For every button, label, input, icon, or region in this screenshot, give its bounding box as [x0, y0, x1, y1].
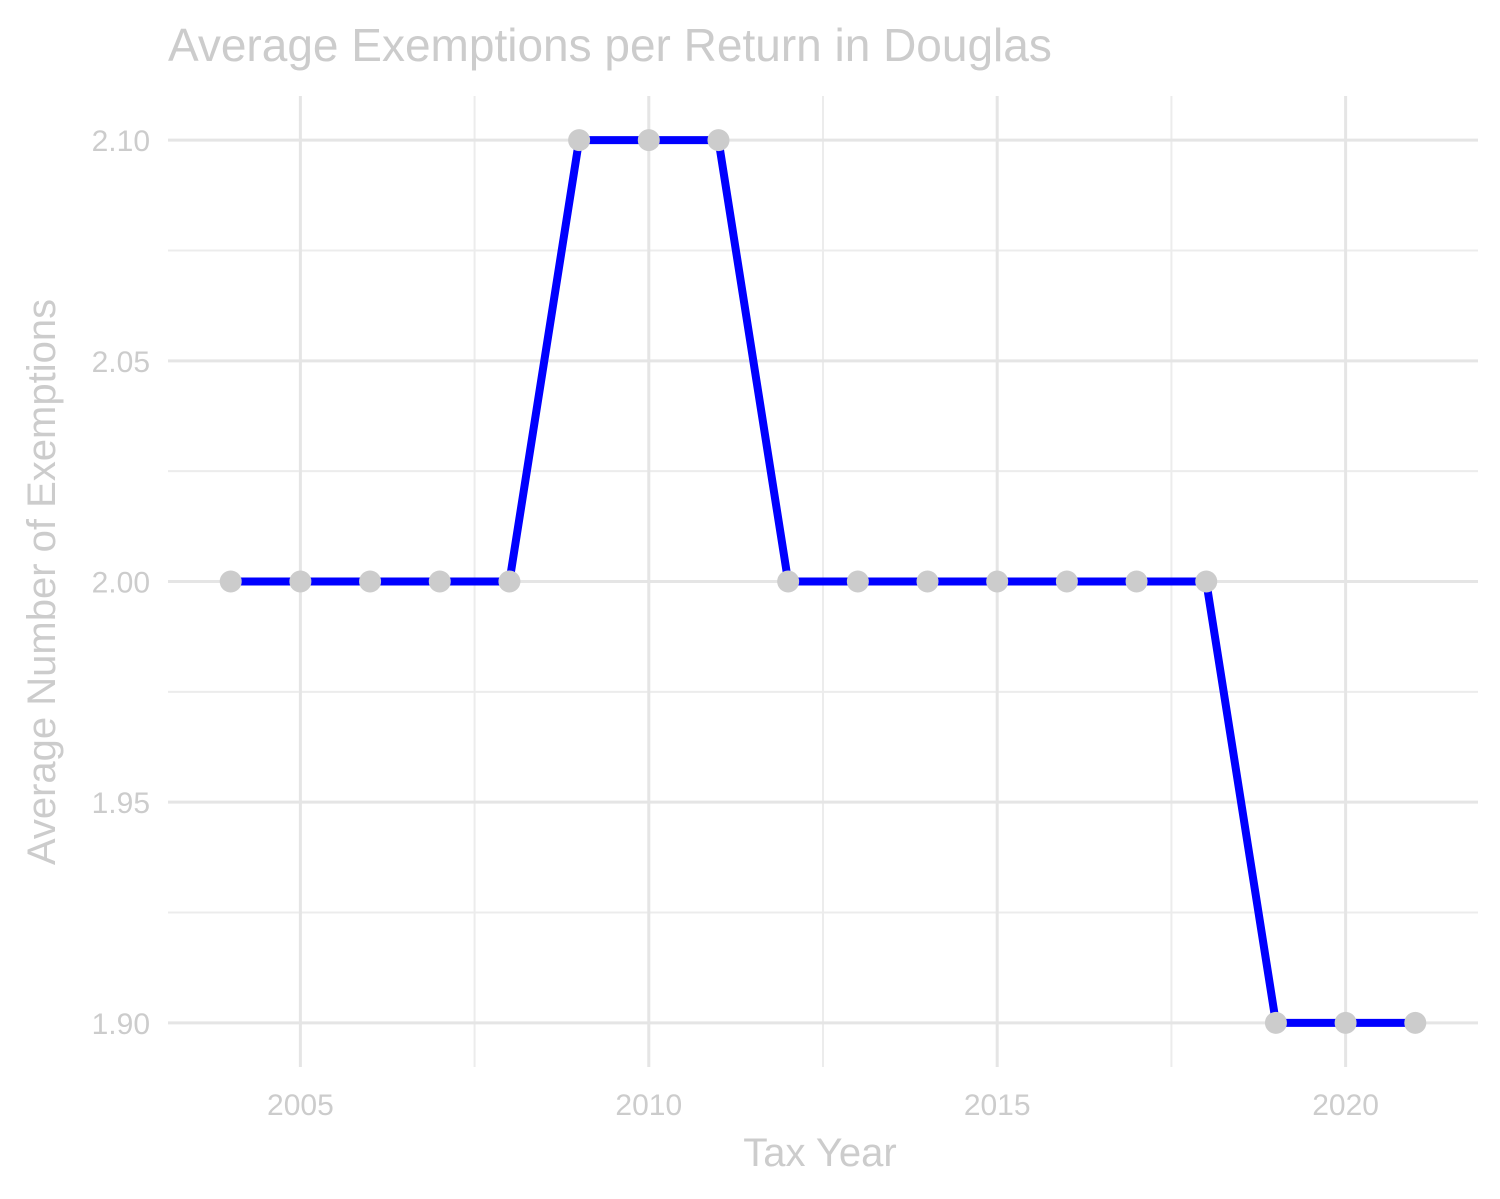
data-point [1125, 570, 1148, 593]
x-axis-ticks: 2005 2010 2015 2020 [267, 1089, 1379, 1122]
y-axis-ticks: 1.90 1.95 2.00 2.05 2.10 [92, 125, 150, 1041]
x-axis-title: Tax Year [743, 1131, 896, 1175]
x-tick-label: 2010 [615, 1089, 682, 1122]
x-tick-label: 2020 [1312, 1089, 1379, 1122]
chart-title: Average Exemptions per Return in Douglas [168, 19, 1052, 71]
data-point [568, 129, 591, 152]
y-tick-label: 1.95 [92, 787, 150, 820]
data-point [428, 570, 451, 593]
y-axis-title: Average Number of Exemptions [20, 299, 64, 865]
x-tick-label: 2015 [964, 1089, 1031, 1122]
series-group [219, 129, 1427, 1034]
data-point [846, 570, 869, 593]
data-point [498, 570, 521, 593]
data-point [1264, 1011, 1287, 1034]
data-point [1404, 1011, 1427, 1034]
data-point [1055, 570, 1078, 593]
y-tick-label: 2.05 [92, 346, 150, 379]
data-point [219, 570, 242, 593]
data-point [1334, 1011, 1357, 1034]
data-point [359, 570, 382, 593]
data-point [916, 570, 939, 593]
y-tick-label: 2.10 [92, 125, 150, 158]
x-tick-label: 2005 [267, 1089, 334, 1122]
series-line [226, 136, 1420, 1027]
data-point [707, 129, 730, 152]
data-point [986, 570, 1009, 593]
data-point [777, 570, 800, 593]
data-point [637, 129, 660, 152]
data-point [1195, 570, 1218, 593]
y-tick-label: 1.90 [92, 1008, 150, 1041]
data-point [289, 570, 312, 593]
y-tick-label: 2.00 [92, 567, 150, 600]
